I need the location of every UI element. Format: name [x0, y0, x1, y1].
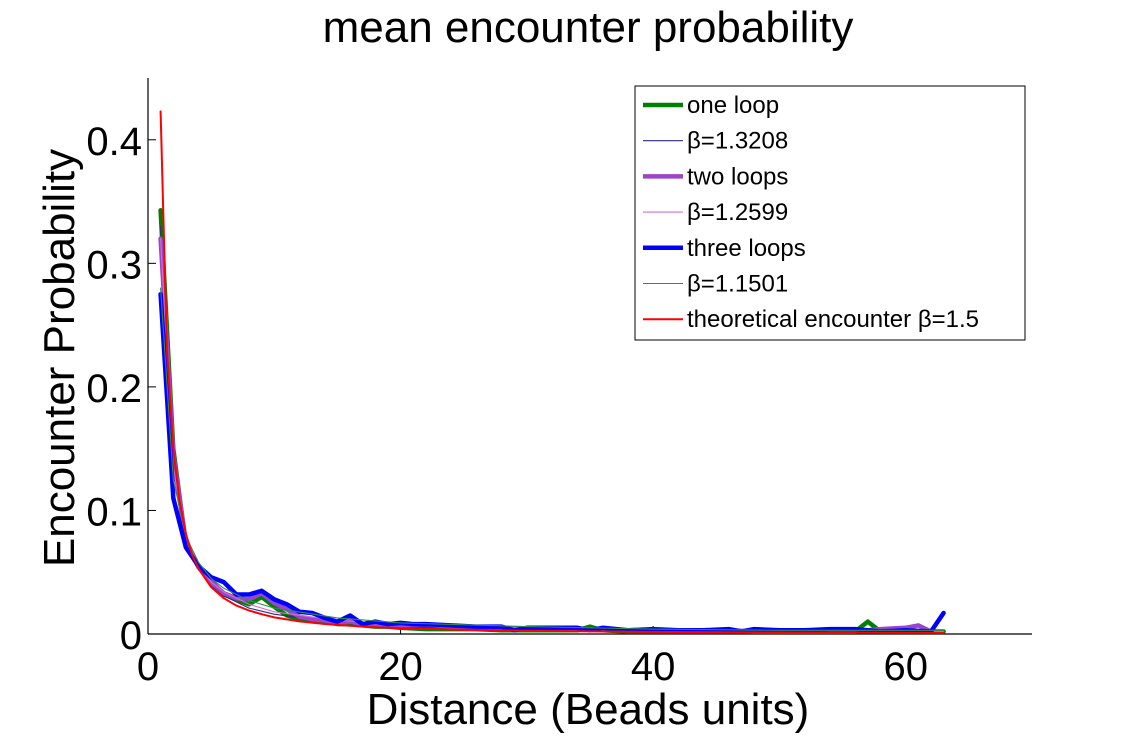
- legend: one loop β=1.3208 two loops β=1.2599 three l…: [634, 85, 1026, 341]
- chart-title: mean encounter probability: [323, 3, 854, 52]
- series-line-three-loops: [158, 291, 946, 634]
- axes: 0 20 40 60 0 0.1 0.2 0.3 0.4: [86, 78, 1032, 689]
- legend-entry-label: two loops: [687, 163, 788, 190]
- y-tick-label: 0.4: [86, 120, 142, 164]
- series-line-theoretical-encounter-1-5: [159, 110, 945, 634]
- legend-entry-label: theoretical encounter β=1.5: [687, 306, 979, 333]
- plot-area: [158, 110, 946, 634]
- legend-entry-label: β=1.3208: [687, 128, 788, 155]
- legend-entry-label: one loop: [687, 92, 779, 119]
- y-tick-label: 0.2: [86, 367, 142, 411]
- legend-entry-label: three loops: [687, 235, 806, 262]
- x-axis-label: Distance (Beads units): [367, 685, 810, 734]
- legend-entry-label: β=1.1501: [687, 271, 788, 298]
- y-tick-label: 0: [120, 614, 142, 658]
- y-tick-label: 0.1: [86, 490, 142, 534]
- x-tick-label: 0: [137, 645, 159, 689]
- y-tick-label: 0.3: [86, 243, 142, 287]
- legend-box: [634, 85, 1026, 341]
- x-tick-label: 60: [883, 645, 928, 689]
- x-tick-label: 20: [378, 645, 423, 689]
- x-tick-label: 40: [631, 645, 676, 689]
- y-axis-label: Encounter Probability: [35, 149, 84, 567]
- legend-entry-label: β=1.2599: [687, 199, 788, 226]
